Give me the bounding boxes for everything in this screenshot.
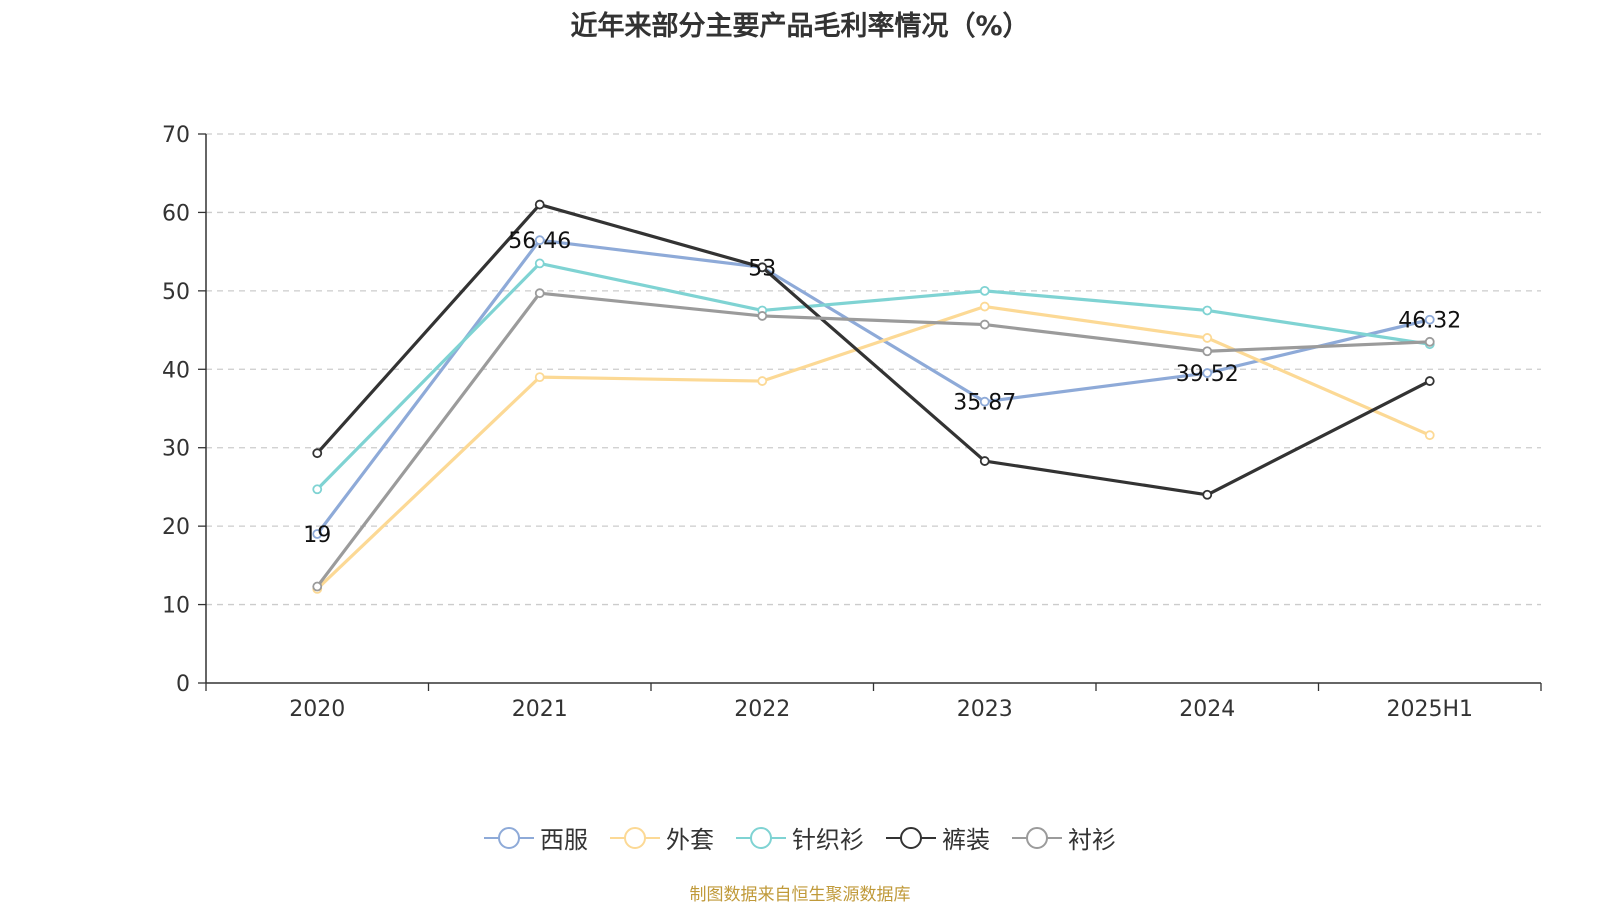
legend-item[interactable]: 西服 (484, 820, 588, 855)
series-line (315, 291, 1430, 588)
legend-marker-icon (610, 826, 660, 849)
legend-marker-icon (484, 826, 534, 849)
y-tick-label: 0 (176, 672, 190, 697)
data-point[interactable] (534, 258, 545, 269)
data-point[interactable] (534, 199, 545, 210)
data-labels: 19 56.46 53 35.87 39.52 46.32 (303, 229, 1461, 548)
series-0 (312, 235, 1435, 539)
data-label: 35.87 (953, 391, 1016, 416)
series-lines (312, 199, 1435, 594)
y-tick-label: 30 (162, 437, 190, 462)
legend-item[interactable]: 裤装 (886, 820, 990, 855)
data-point[interactable] (757, 262, 768, 273)
series-line (316, 202, 1431, 497)
data-point[interactable] (312, 448, 323, 459)
data-point[interactable] (979, 285, 990, 296)
data-point[interactable] (757, 376, 768, 386)
legend-item[interactable]: 针织衫 (736, 820, 864, 855)
y-tick-label: 10 (162, 594, 190, 619)
chart-title: 近年来部分主要产品毛利率情况（%） (570, 11, 1030, 42)
y-tick-label: 40 (162, 358, 190, 383)
data-label: 53 (748, 256, 776, 281)
x-tick-label: 2024 (1179, 697, 1235, 722)
x-tick-label: 2022 (734, 697, 790, 722)
series-3 (312, 199, 1435, 500)
grid-lines (206, 133, 1541, 606)
data-point[interactable] (1202, 305, 1213, 316)
x-tick-label: 2021 (512, 697, 568, 722)
data-point[interactable] (1202, 346, 1213, 357)
legend-label: 衬衫 (1068, 826, 1116, 854)
legend-label: 裤装 (942, 826, 990, 854)
legend-item[interactable]: 外套 (610, 820, 714, 855)
data-label: 39.52 (1176, 362, 1239, 387)
legend-label: 外套 (666, 826, 714, 854)
data-point[interactable] (979, 319, 990, 330)
legend-marker-icon (736, 826, 786, 849)
legend-label: 针织衫 (792, 826, 864, 854)
x-tick-label: 2023 (957, 697, 1013, 722)
y-tick-label: 20 (162, 515, 190, 540)
data-point[interactable] (312, 484, 323, 495)
x-tick-label: 2025H1 (1386, 697, 1473, 722)
data-label: 46.32 (1398, 309, 1461, 334)
data-point[interactable] (1424, 314, 1435, 325)
data-point[interactable] (534, 288, 545, 299)
data-label: 56.46 (508, 229, 571, 254)
series-line (315, 238, 1431, 535)
legend-marker-icon (1012, 826, 1062, 849)
source-note: 制图数据来自恒生聚源数据库 (689, 885, 911, 905)
axes: 0 10 20 30 40 50 60 70 2020 2021 2022 2023 2024 2025H… (162, 123, 1542, 722)
data-point[interactable] (979, 456, 990, 466)
data-point[interactable] (979, 301, 990, 312)
data-point[interactable] (1202, 489, 1213, 500)
y-tick-label: 70 (162, 123, 190, 148)
x-tick-label: 2020 (289, 697, 345, 722)
data-point[interactable] (534, 372, 545, 383)
legend: 西服 外套 针织衫 裤装 衬衫 (0, 820, 1600, 855)
legend-label: 西服 (540, 826, 588, 854)
y-tick-label: 50 (162, 280, 190, 305)
data-point[interactable] (1424, 376, 1435, 386)
data-point[interactable] (312, 581, 323, 592)
data-point[interactable] (1202, 368, 1213, 378)
data-point[interactable] (312, 529, 323, 539)
data-point[interactable] (1424, 336, 1435, 347)
y-tick-label: 60 (162, 201, 190, 226)
series-2 (312, 258, 1435, 495)
legend-item[interactable]: 衬衫 (1012, 820, 1116, 855)
legend-marker-icon (886, 826, 936, 849)
data-point[interactable] (757, 311, 768, 321)
series-line (316, 261, 1430, 491)
data-point[interactable] (1202, 333, 1213, 343)
data-label: 19 (303, 523, 331, 548)
data-point[interactable] (534, 235, 545, 246)
series-4 (312, 288, 1435, 592)
series-line (316, 304, 1431, 591)
data-point[interactable] (979, 396, 990, 407)
data-point[interactable] (1424, 430, 1435, 441)
